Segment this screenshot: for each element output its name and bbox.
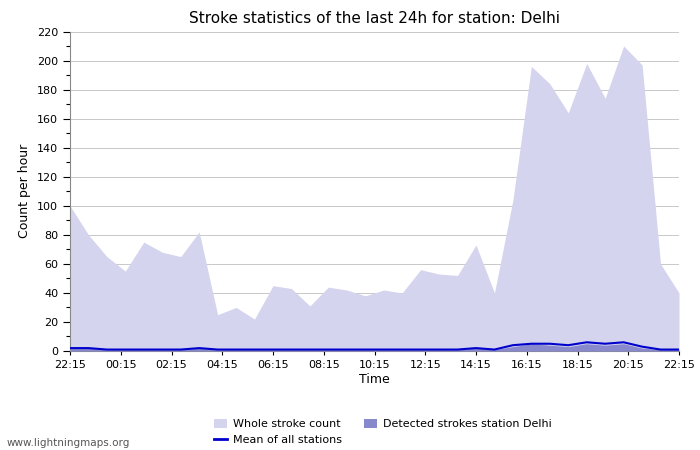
Y-axis label: Count per hour: Count per hour xyxy=(18,144,32,238)
X-axis label: Time: Time xyxy=(359,373,390,386)
Text: www.lightningmaps.org: www.lightningmaps.org xyxy=(7,438,130,448)
Title: Stroke statistics of the last 24h for station: Delhi: Stroke statistics of the last 24h for st… xyxy=(189,11,560,26)
Legend: Whole stroke count, Mean of all stations, Detected strokes station Delhi: Whole stroke count, Mean of all stations… xyxy=(209,414,556,450)
